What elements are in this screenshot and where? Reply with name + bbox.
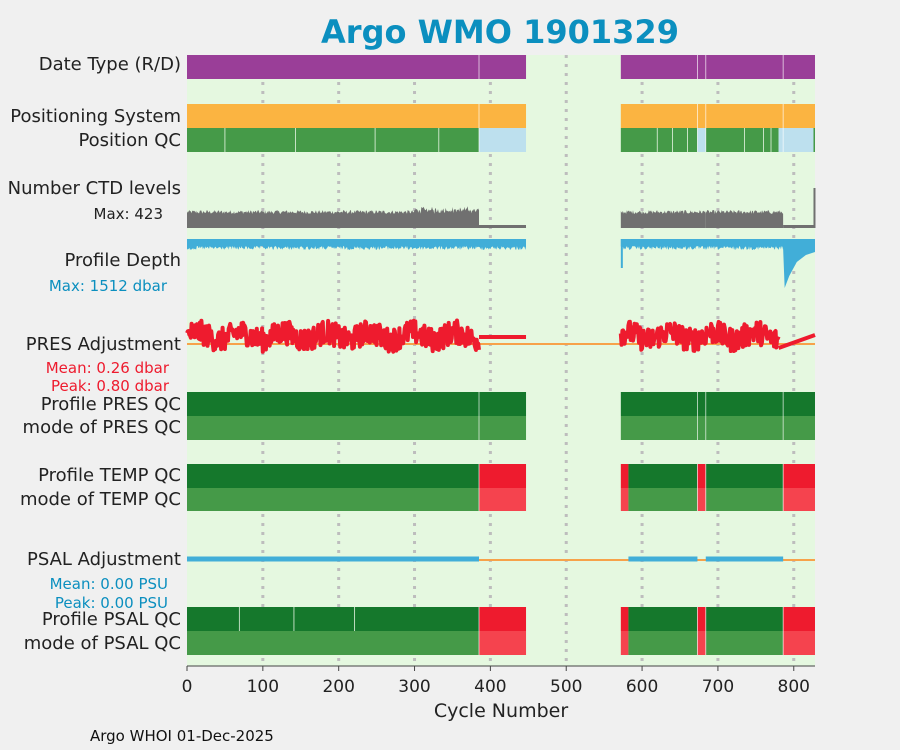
positioning-segment-0 (187, 104, 527, 128)
position_qc-segment-4 (705, 128, 779, 152)
x-tick-label-500: 500 (550, 677, 582, 697)
plot-area (187, 55, 815, 666)
label-pres-peak: Peak: 0.80 dbar (51, 377, 170, 395)
position_qc-segment-1 (479, 128, 527, 152)
profile-depth-segment-0 (187, 239, 527, 250)
psal-adjustment-trace (187, 556, 815, 562)
pres-adjustment-trace (185, 318, 816, 354)
psal_qc-segment-1 (479, 607, 527, 631)
psal_qc-segment-0 (187, 607, 480, 631)
pres-adjustment-segment-0 (185, 318, 481, 354)
label-pres-mean: Mean: 0.26 dbar (46, 359, 170, 377)
psal_mode-segment-5 (705, 631, 784, 655)
temp_qc-segment-6 (783, 464, 815, 488)
pres_qc-segment-1 (620, 392, 815, 416)
pres_mode-segment-0 (187, 416, 527, 440)
temp_qc-segment-1 (479, 464, 527, 488)
temp_qc-segment-2 (620, 464, 629, 488)
label-mode-psal-qc: mode of PSAL QC (24, 633, 181, 654)
x-axis-label: Cycle Number (434, 700, 568, 722)
x-tick-label-600: 600 (626, 677, 658, 697)
label-date-type: Date Type (R/D) (39, 54, 181, 75)
ctd-levels-trace (187, 188, 816, 228)
ctd-levels-segment-0 (187, 206, 480, 228)
positioning-segment-1 (620, 104, 815, 128)
position_qc-segment-3 (697, 128, 706, 152)
label-psal-mean: Mean: 0.00 PSU (50, 575, 168, 593)
label-positioning-system: Positioning System (10, 106, 181, 127)
profile-depth-segment-1 (620, 239, 815, 250)
temp_mode-segment-5 (705, 488, 784, 511)
position_qc-segment-2 (620, 128, 698, 152)
position_qc-segment-0 (187, 128, 480, 152)
psal_qc-segment-4 (697, 607, 706, 631)
label-mode-pres-qc: mode of PRES QC (23, 417, 181, 438)
label-profile-psal-qc: Profile PSAL QC (42, 609, 181, 630)
label-profile-depth: Profile Depth (64, 250, 181, 271)
position_qc-segment-7 (813, 128, 815, 152)
psal_qc-segment-6 (783, 607, 815, 631)
psal_mode-segment-1 (479, 631, 527, 655)
label-mode-temp-qc: mode of TEMP QC (20, 489, 181, 510)
psal_qc-segment-3 (628, 607, 698, 631)
row-labels: Date Type (R/D) Positioning System Posit… (8, 54, 181, 654)
temp_qc-segment-5 (705, 464, 784, 488)
label-ctd-max: Max: 423 (94, 205, 163, 223)
x-tick-label-0: 0 (182, 677, 193, 697)
psal_mode-segment-4 (697, 631, 706, 655)
x-tick-label-800: 800 (778, 677, 810, 697)
label-profile-pres-qc: Profile PRES QC (41, 394, 181, 415)
psal_mode-segment-0 (187, 631, 480, 655)
pres_qc-segment-0 (187, 392, 527, 416)
psal_qc-segment-5 (705, 607, 784, 631)
profile-depth-anomaly (783, 239, 815, 288)
temp_mode-segment-3 (628, 488, 698, 511)
temp_mode-segment-4 (697, 488, 706, 511)
chart-title: Argo WMO 1901329 (321, 13, 679, 51)
temp_qc-segment-3 (628, 464, 698, 488)
footer-credit: Argo WHOI 01-Dec-2025 (90, 727, 274, 745)
ctd-levels-segment-2 (620, 210, 706, 228)
label-psal-peak: Peak: 0.00 PSU (55, 594, 168, 612)
x-tick-label-200: 200 (322, 677, 354, 697)
position_qc-segment-6 (783, 128, 814, 152)
temp_mode-segment-6 (783, 488, 815, 511)
temp_mode-segment-1 (479, 488, 527, 511)
ctd-levels-segment-4 (783, 225, 814, 228)
label-position-qc: Position QC (78, 130, 181, 151)
label-depth-max: Max: 1512 dbar (49, 277, 168, 295)
date_type-segment-0 (187, 55, 527, 79)
vertical-gridlines (261, 55, 796, 666)
ctd-levels-segment-3 (705, 210, 784, 228)
pres-adjustment-segment-2 (618, 319, 781, 353)
x-tick-label-400: 400 (474, 677, 506, 697)
ctd-levels-segment-1 (479, 225, 527, 228)
temp_qc-segment-4 (697, 464, 706, 488)
label-profile-temp-qc: Profile TEMP QC (38, 465, 181, 486)
label-ctd-levels: Number CTD levels (8, 178, 181, 199)
x-tick-label-700: 700 (702, 677, 734, 697)
psal_mode-segment-2 (620, 631, 629, 655)
pres-adjustment-segment-3 (777, 333, 816, 350)
x-tick-label-300: 300 (398, 677, 430, 697)
temp_qc-segment-0 (187, 464, 480, 488)
profile-depth-drop-start (620, 239, 623, 268)
position_qc-segment-5 (778, 128, 784, 152)
ctd-levels-final-spike (813, 188, 816, 228)
profile-depth-trace (187, 239, 815, 288)
temp_mode-segment-0 (187, 488, 480, 511)
x-axis: 0 100 200 300 400 500 600 700 800 (182, 665, 815, 697)
pres_mode-segment-1 (620, 416, 815, 440)
label-pres-adjustment: PRES Adjustment (26, 334, 181, 355)
psal_mode-segment-6 (783, 631, 815, 655)
label-psal-adjustment: PSAL Adjustment (27, 549, 181, 570)
psal_mode-segment-3 (628, 631, 698, 655)
temp_mode-segment-2 (620, 488, 629, 511)
status-tracks (187, 55, 815, 655)
date_type-segment-1 (620, 55, 815, 79)
x-tick-label-100: 100 (247, 677, 279, 697)
psal_qc-segment-2 (620, 607, 629, 631)
